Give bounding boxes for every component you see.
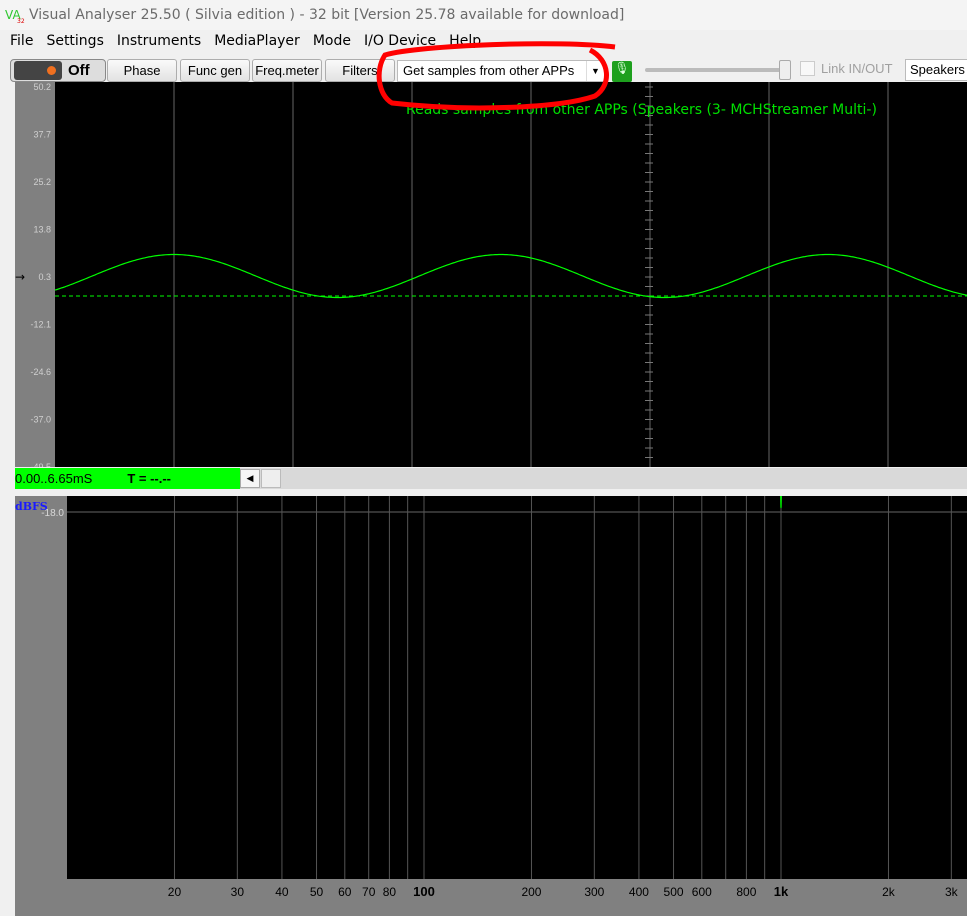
filters-button[interactable]: Filters: [325, 59, 395, 82]
scope-y-tick: -49.5: [30, 462, 51, 467]
scope-message: Reads samples from other APPs (Speakers …: [406, 102, 877, 118]
spectrum-panel: -18.0-24.0-30.0-36.0-42.0-48.0-54.0-60.0…: [15, 496, 967, 916]
oscilloscope-panel: 50.2 37.7 25.2 13.8 0.3 -12.1 -24.6 -37.0 -49.5 →…: [15, 82, 967, 467]
chevron-down-icon[interactable]: ▼: [586, 61, 604, 81]
scroll-left-arrow-icon[interactable]: ◀: [240, 469, 260, 488]
spectrum-x-tick: 50: [310, 885, 324, 899]
spectrum-x-tick: 80: [383, 885, 397, 899]
spectrum-x-tick: 400: [629, 885, 649, 899]
spectrum-x-tick: 30: [231, 885, 245, 899]
scope-y-tick: 50.2: [33, 82, 51, 92]
period-readout: T = --.--: [127, 471, 172, 486]
input-source-select[interactable]: Get samples from other APPs ▼: [397, 60, 605, 82]
scope-trace: [54, 253, 967, 299]
toolbar: Off Phase Func gen Freq.meter Filters Ge…: [5, 58, 967, 83]
spectrum-y-tick: -18.0: [41, 508, 64, 519]
scope-y-tick: -37.0: [30, 415, 51, 425]
spectrum-x-tick: 300: [584, 885, 604, 899]
window-title: Visual Analyser 25.50 ( Silvia edition )…: [29, 7, 625, 23]
scope-y-tick: -24.6: [30, 367, 51, 377]
scope-y-tick: -12.1: [30, 320, 51, 330]
spectrum-x-tick: 70: [362, 885, 376, 899]
title-bar: VA 32 Visual Analyser 25.50 ( Silvia edit…: [0, 0, 967, 30]
spectrum-plot-area: [67, 496, 967, 879]
spectrum-x-tick: 600: [692, 885, 712, 899]
link-in-out-checkbox[interactable]: Link IN/OUT: [800, 61, 893, 76]
menu-mode[interactable]: Mode: [312, 33, 351, 49]
scope-y-tick: 0.3: [38, 272, 51, 282]
scope-plot-area: [55, 82, 967, 467]
freq-meter-button[interactable]: Freq.meter: [252, 59, 322, 82]
menu-settings[interactable]: Settings: [46, 33, 104, 49]
power-switch-icon: [14, 61, 62, 80]
menu-bar: File Settings Instruments MediaPlayer Mo…: [5, 33, 489, 55]
spectrum-x-tick: 100: [413, 884, 435, 899]
spectrum-x-tick: 800: [736, 885, 756, 899]
scope-y-tick: 25.2: [33, 177, 51, 187]
spectrum-x-tick: 40: [275, 885, 289, 899]
scope-status-bar: 0.00..6.65mS T = --.--: [15, 468, 240, 489]
spectrum-x-tick: 200: [521, 885, 541, 899]
app-logo: VA 32: [5, 8, 25, 25]
menu-file[interactable]: File: [10, 33, 34, 49]
spectrum-point: [780, 506, 782, 509]
spectrum-x-tick: 500: [664, 885, 684, 899]
output-device-select[interactable]: Speakers (3- MCHStreamer Multi-): [905, 59, 967, 81]
time-scrollbar[interactable]: ◀: [240, 468, 967, 489]
time-range: 0.00..6.65mS: [15, 471, 93, 486]
func-gen-button[interactable]: Func gen: [180, 59, 250, 82]
menu-help[interactable]: Help: [449, 33, 482, 49]
spectrum-x-tick: 3k: [945, 885, 959, 899]
scroll-thumb[interactable]: [261, 469, 281, 488]
spectrum-x-tick: 2k: [882, 885, 896, 899]
spectrum-x-tick: 20: [168, 885, 182, 899]
menu-io-device[interactable]: I/O Device: [363, 33, 437, 49]
menu-instruments[interactable]: Instruments: [116, 33, 202, 49]
scope-y-tick: 37.7: [33, 130, 51, 140]
microphone-icon[interactable]: 🎙: [612, 61, 632, 82]
power-label: Off: [68, 62, 90, 79]
spectrum-x-tick: 60: [338, 885, 352, 899]
spectrum-unit-label: dBFS: [15, 500, 48, 513]
slider-thumb[interactable]: [779, 60, 791, 80]
power-toggle[interactable]: Off: [10, 59, 106, 82]
spectrum-x-tick: 1k: [774, 884, 789, 899]
scope-y-tick: 13.8: [33, 225, 51, 235]
phase-button[interactable]: Phase: [107, 59, 177, 82]
volume-slider[interactable]: [645, 60, 791, 80]
menu-mediaplayer[interactable]: MediaPlayer: [214, 33, 300, 49]
trigger-arrow-icon: →: [15, 270, 25, 284]
